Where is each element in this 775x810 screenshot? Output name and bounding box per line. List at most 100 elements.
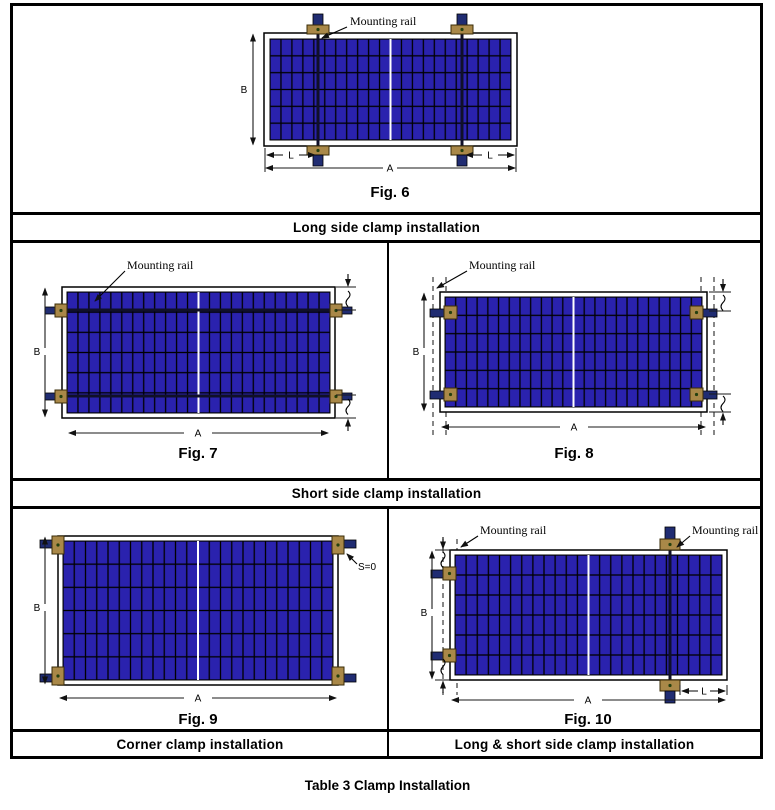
fig7-panel xyxy=(61,286,336,419)
svg-text:S=0: S=0 xyxy=(358,562,377,573)
fig10-mounting-rail-label-right: Mounting rail xyxy=(692,523,759,537)
fig7-mounting-rail-arrow xyxy=(94,270,126,302)
fig7-clamp-right-bottom xyxy=(329,389,353,404)
fig8-caption: Fig. 8 xyxy=(554,445,593,462)
fig6-cell: Mounting rail B L L xyxy=(13,6,760,212)
fig8-clamp-left-top xyxy=(429,305,458,320)
fig10-mounting-rail-arrow-left xyxy=(460,535,479,548)
caption-long-and-short-text: Long & short side clamp installation xyxy=(454,736,695,752)
fig10-dim-b: B xyxy=(421,550,435,680)
fig7-mounting-rail-label: Mounting rail xyxy=(127,258,194,272)
fig7-caption: Fig. 7 xyxy=(178,445,217,462)
fig9-clamp-bottom-right xyxy=(331,666,357,686)
fig7-dim-a: A xyxy=(68,429,329,440)
fig6-clamp-top-left xyxy=(306,13,330,35)
fig10-clamp-left-bottom xyxy=(430,648,457,663)
fig8-s-mark-bottom xyxy=(709,393,731,425)
fig9-dim-b: B xyxy=(34,536,48,685)
fig6-dim-l-right: L xyxy=(465,148,517,172)
fig8-dim-b: B xyxy=(413,292,427,412)
fig8-s-mark-top xyxy=(709,279,731,312)
caption-long-and-short: Long & short side clamp installation xyxy=(389,732,760,756)
fig10-caption: Fig. 10 xyxy=(564,711,612,728)
fig10-mounting-rail-label-left: Mounting rail xyxy=(480,523,547,537)
svg-text:A: A xyxy=(387,164,394,175)
fig10-rail-right xyxy=(668,537,672,701)
fig10-dim-a: A xyxy=(451,696,726,707)
row-separator xyxy=(13,478,760,481)
svg-text:B: B xyxy=(34,603,41,614)
fig8-clamp-right-bottom xyxy=(689,387,718,402)
fig8-mounting-rail-arrow xyxy=(436,270,468,289)
row-separator xyxy=(13,729,760,732)
fig9-diagram: S=0 B A Fig. 9 xyxy=(34,535,377,728)
svg-text:B: B xyxy=(34,347,41,358)
fig6-panel xyxy=(263,32,518,147)
fig10-clamp-left-top xyxy=(430,566,457,581)
caption-long-side: Long side clamp installation xyxy=(13,215,760,240)
row-separator xyxy=(13,506,760,509)
fig9-panel xyxy=(57,535,339,686)
row-separator xyxy=(13,240,760,243)
fig8-cell: Mounting rail B xyxy=(389,243,760,478)
fig8-panel xyxy=(439,291,708,413)
fig10-s-mark-bottom xyxy=(435,658,451,693)
fig9-clamp-top-left xyxy=(39,535,65,555)
fig9-clamp-top-right xyxy=(331,535,357,555)
fig8-clamp-left-bottom xyxy=(429,387,458,402)
fig6-clamp-top-right xyxy=(450,13,474,35)
fig10-mounting-rail-arrow-right xyxy=(676,535,691,548)
svg-text:L: L xyxy=(701,687,707,698)
column-divider xyxy=(387,243,389,478)
fig6-clamp-bottom-right xyxy=(450,145,474,167)
fig8-dim-a: A xyxy=(441,423,706,434)
fig6-rail-right xyxy=(460,33,464,146)
caption-short-side: Short side clamp installation xyxy=(13,481,760,506)
fig10-diagram: Mounting rail Mounting rail B xyxy=(421,523,759,728)
svg-text:B: B xyxy=(413,347,420,358)
fig9-cell: S=0 B A Fig. 9 xyxy=(13,509,387,729)
fig9-s-zero-callout: S=0 xyxy=(346,553,377,573)
fig6-clamp-bottom-left xyxy=(306,145,330,167)
fig9-dim-a: A xyxy=(59,694,337,705)
fig8-diagram: Mounting rail B xyxy=(413,258,731,462)
caption-corner: Corner clamp installation xyxy=(13,732,387,756)
fig7-rail-bottom xyxy=(67,394,330,398)
svg-text:A: A xyxy=(195,429,202,440)
svg-text:A: A xyxy=(195,694,202,705)
fig8-clamp-right-top xyxy=(689,305,718,320)
fig9-clamp-bottom-left xyxy=(39,666,65,686)
fig7-cell: Mounting rail B xyxy=(13,243,387,478)
svg-text:L: L xyxy=(288,151,294,162)
column-divider xyxy=(387,732,389,756)
caption-short-side-text: Short side clamp installation xyxy=(291,486,482,501)
fig7-dim-b: B xyxy=(34,287,48,418)
fig6-rail-left xyxy=(316,33,320,146)
svg-text:B: B xyxy=(241,85,248,96)
fig6-dim-b: B xyxy=(241,33,256,146)
fig6-diagram: Mounting rail B L L xyxy=(241,13,518,201)
column-divider xyxy=(387,509,389,729)
fig6-dim-a: A xyxy=(265,164,516,175)
fig10-cell: Mounting rail Mounting rail B xyxy=(389,509,760,729)
fig6-caption: Fig. 6 xyxy=(370,184,409,201)
fig9-caption: Fig. 9 xyxy=(178,711,217,728)
fig10-dim-l: L xyxy=(679,685,728,698)
fig7-clamp-left-bottom xyxy=(44,389,68,404)
clamp-installation-table: Mounting rail B L L xyxy=(10,3,763,759)
fig6-mounting-rail-label: Mounting rail xyxy=(350,14,417,28)
fig8-mounting-rail-label: Mounting rail xyxy=(469,258,536,272)
caption-corner-text: Corner clamp installation xyxy=(116,736,284,752)
svg-text:A: A xyxy=(585,696,592,707)
fig10-panel xyxy=(449,537,728,701)
fig7-rail-top xyxy=(67,308,330,312)
fig7-diagram: Mounting rail B xyxy=(34,258,356,462)
fig10-s-mark-top xyxy=(435,537,451,568)
row-separator xyxy=(13,212,760,215)
svg-text:B: B xyxy=(421,608,428,619)
caption-long-side-text: Long side clamp installation xyxy=(292,220,481,235)
svg-text:L: L xyxy=(487,151,493,162)
fig7-s-mark-bottom xyxy=(336,394,356,431)
table-caption: Table 3 Clamp Installation xyxy=(304,778,471,793)
